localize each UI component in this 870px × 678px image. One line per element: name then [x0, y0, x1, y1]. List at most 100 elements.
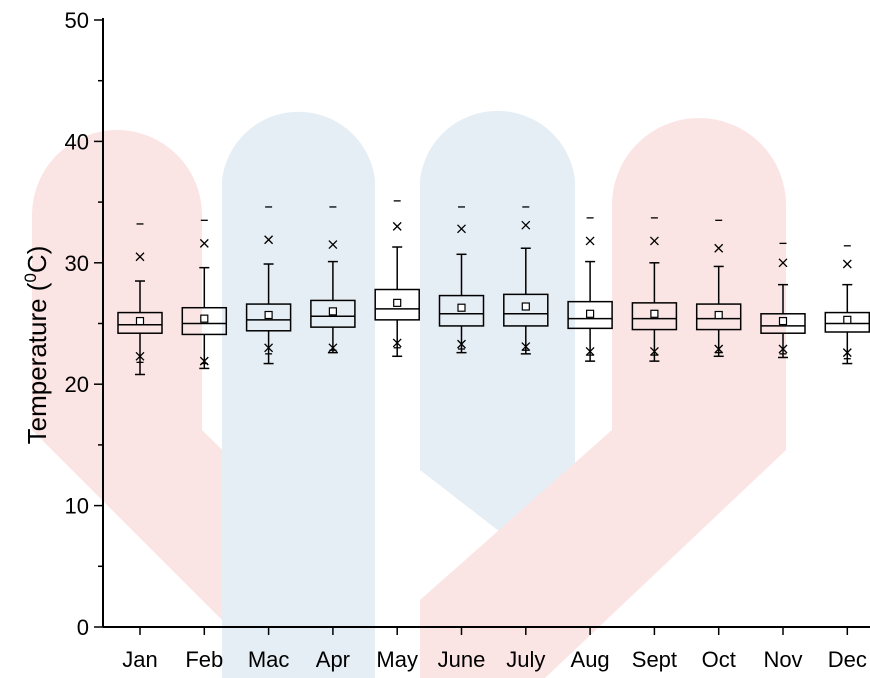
y-tick-label: 20 [65, 372, 89, 397]
mean-marker [328, 307, 337, 316]
y-axis-title-prefix: Temperature ( [22, 282, 52, 444]
box-item [310, 206, 356, 354]
box-rect [503, 293, 549, 327]
cross-stroke [778, 258, 788, 268]
mean-marker [457, 303, 466, 312]
upper-percentile-marker [328, 240, 338, 250]
y-tick-label: 30 [65, 251, 89, 276]
x-tick-label: Aug [571, 647, 610, 672]
cross-stroke [135, 351, 145, 361]
mean-marker [521, 302, 530, 311]
box-item [567, 217, 613, 362]
x-tick-label: Mac [248, 647, 290, 672]
box-item [695, 219, 742, 358]
x-tick-label: Oct [702, 647, 736, 672]
upper-percentile-marker [392, 221, 402, 231]
cross-stroke [714, 243, 724, 253]
lower-percentile-marker [649, 346, 659, 356]
cross-stroke [585, 346, 595, 356]
cross-stroke [585, 236, 595, 246]
upper-percentile-marker [521, 220, 531, 230]
x-tick-label: June [438, 647, 486, 672]
cross-stroke [457, 339, 466, 349]
cross-stroke [842, 348, 852, 358]
cross-stroke [199, 238, 209, 248]
y-tick-label: 40 [65, 129, 89, 154]
upper-percentile-marker [585, 236, 595, 246]
upper-percentile-marker [457, 224, 466, 234]
x-tick-label: Sept [632, 647, 677, 672]
lower-percentile-marker [714, 344, 724, 354]
mean-marker [264, 310, 273, 320]
watermark-blue-right [420, 110, 575, 590]
mean-marker [585, 309, 595, 318]
box-item [824, 245, 870, 365]
box-rect [374, 288, 420, 321]
mean-marker [778, 316, 788, 326]
cross-stroke [328, 240, 338, 250]
mean-marker [650, 309, 659, 318]
mean-marker [393, 298, 402, 307]
box-rect [631, 302, 678, 331]
box-item [117, 223, 163, 376]
lower-percentile-marker [392, 338, 402, 348]
box-item [438, 206, 485, 354]
box-rect [760, 313, 806, 334]
x-tick-label: Jan [122, 647, 157, 672]
upper-percentile-marker [714, 243, 724, 253]
upper-percentile-marker [778, 258, 788, 268]
lower-percentile-marker [842, 348, 852, 358]
x-tick-label: Feb [185, 647, 223, 672]
lower-percentile-marker [135, 351, 145, 361]
upper-percentile-marker [842, 259, 852, 269]
y-tick-label: 50 [65, 8, 89, 33]
lower-percentile-marker [585, 346, 595, 356]
cross-stroke [649, 236, 659, 246]
y-axis-title-superscript: 0 [21, 273, 40, 282]
box-rect [245, 303, 292, 332]
mean-marker [135, 316, 145, 326]
lower-percentile-marker [264, 343, 274, 353]
x-tick-label: Apr [316, 647, 350, 672]
cross-stroke [264, 343, 274, 353]
box-item [245, 206, 292, 365]
box-rect [695, 303, 742, 331]
box-rect [567, 300, 613, 330]
box-item [374, 200, 420, 358]
box-rect [181, 306, 228, 336]
watermark-blue-left [222, 111, 375, 678]
cross-stroke [778, 344, 788, 354]
cross-stroke [392, 338, 402, 348]
y-tick-label: 10 [65, 494, 89, 519]
watermark-graphic [32, 110, 786, 678]
x-tick-label: Nov [763, 647, 802, 672]
cross-stroke [842, 259, 852, 269]
cross-stroke [135, 252, 145, 262]
y-axis-title-suffix: C) [22, 246, 52, 273]
upper-percentile-marker [649, 236, 659, 246]
watermark-right-loop [420, 118, 786, 678]
box-item [760, 242, 806, 359]
box-rect [824, 311, 870, 333]
x-tick-label: Dec [828, 647, 867, 672]
lower-percentile-marker [778, 344, 788, 354]
mean-marker [843, 315, 852, 324]
cross-stroke [392, 221, 402, 231]
cross-stroke [521, 342, 531, 352]
cross-stroke [457, 224, 466, 234]
y-tick-label: 0 [77, 615, 89, 640]
box-item [631, 217, 678, 362]
cross-stroke [714, 344, 724, 354]
upper-percentile-marker [264, 235, 274, 245]
x-tick-label: July [506, 647, 545, 672]
upper-percentile-marker [199, 238, 209, 248]
upper-percentile-marker [135, 252, 145, 262]
x-tick-label: May [376, 647, 418, 672]
mean-marker [714, 310, 723, 320]
x-axis: Jan Feb Mac Apr May June July Aug Sept Oct Nov Dec [103, 626, 870, 672]
y-axis: 0 10 20 30 40 50 [65, 8, 104, 640]
box-item [181, 219, 228, 370]
lower-percentile-marker [521, 342, 531, 352]
box-rect [438, 294, 485, 327]
